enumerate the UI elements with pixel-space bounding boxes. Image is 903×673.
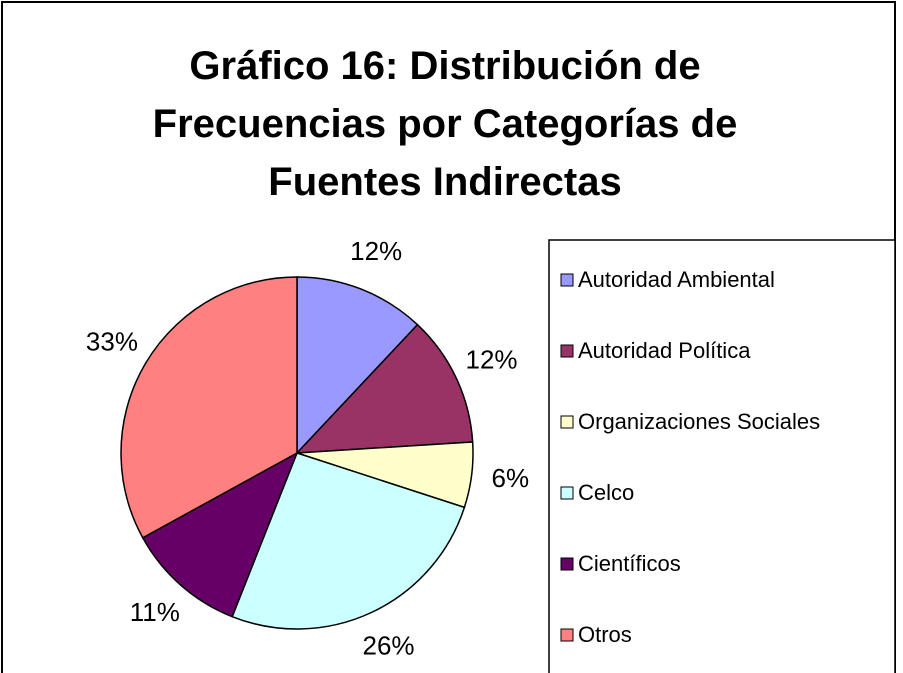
pie-slice [231, 452, 466, 630]
data-label: 12% [350, 236, 402, 266]
legend-swatch [560, 344, 574, 358]
data-label: 33% [86, 326, 138, 356]
legend-swatch [560, 557, 574, 571]
data-label: 12% [466, 344, 518, 374]
legend-label: Autoridad Política [578, 338, 751, 363]
legend-label: Científicos [578, 551, 681, 576]
pie-slice [120, 276, 298, 539]
legend-swatch [560, 273, 574, 287]
legend-label: Organizaciones Sociales [578, 409, 820, 434]
legend-swatch [560, 628, 574, 642]
pie-slice [296, 276, 419, 455]
pie-slice [295, 323, 474, 454]
legend-swatch [560, 486, 574, 500]
legend-swatch [560, 415, 574, 429]
data-label: 6% [492, 463, 530, 493]
legend-label: Autoridad Ambiental [578, 267, 775, 292]
data-label: 26% [363, 630, 415, 660]
legend-label: Otros [578, 622, 632, 647]
data-label: 11% [130, 597, 180, 627]
chart-title: Gráfico 16: Distribución de Frecuencias … [152, 44, 738, 204]
pie-slice [141, 451, 299, 618]
legend-label: Celco [578, 480, 634, 505]
legend-box [548, 239, 896, 673]
